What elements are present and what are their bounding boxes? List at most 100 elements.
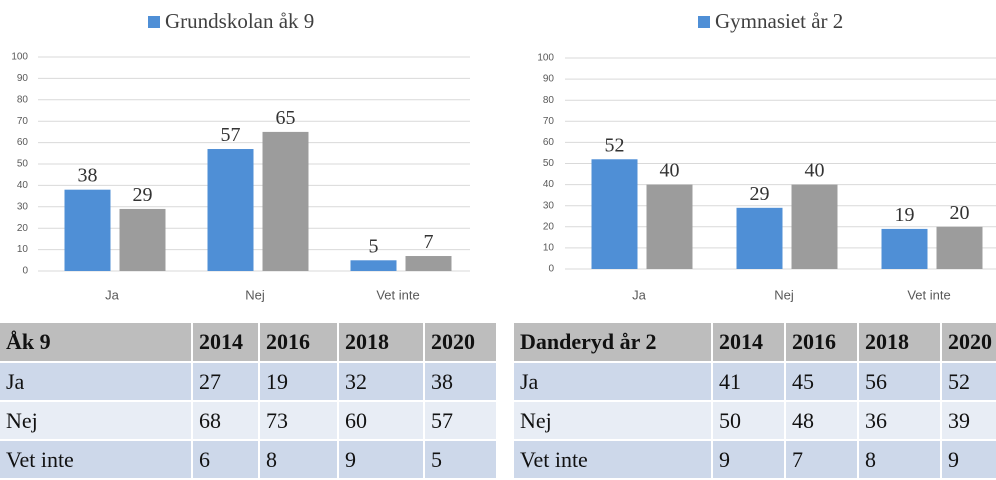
table-cell: 39 [941,401,996,441]
legend-swatch [698,16,710,28]
y-tick-label: 70 [543,116,555,127]
table-cell: 73 [259,401,339,441]
table-cell: Danderyd år 2 [514,323,713,363]
data-label: 40 [660,160,680,182]
table-row: Danderyd år 2 2014 2016 2018 2020 [514,323,996,363]
table-cell: 2016 [785,323,859,363]
y-tick-label: 10 [17,244,29,255]
table-cell: 2014 [192,323,260,363]
y-tick-label: 40 [17,180,29,191]
table-cell: 27 [192,362,260,402]
table-row: Nej 68 73 60 57 [0,401,498,441]
y-tick-label: 50 [17,159,29,170]
table-cell: 45 [785,362,859,402]
y-tick-label: 100 [537,53,554,64]
bar [64,189,111,271]
x-tick-label: Vet inte [376,287,419,302]
bar [405,256,452,271]
table-cell: 2016 [259,323,339,363]
table-cell: 38 [424,362,498,402]
y-tick-label: 100 [11,52,28,63]
table-row: Ja 27 19 32 38 [0,362,498,402]
data-label: 29 [133,184,153,206]
data-label: 57 [221,124,241,146]
table-cell: 2020 [424,323,498,363]
y-tick-label: 80 [17,94,29,105]
table-cell: 2014 [712,323,786,363]
table-cell: 19 [259,362,339,402]
y-tick-label: 50 [543,158,555,169]
y-tick-label: 70 [17,116,29,127]
bar [591,159,638,269]
charts: 0 10 20 30 40 50 60 70 80 90 100 Grundskolan åk 9 Ja… [11,9,996,302]
table-row: Vet inte 9 7 8 9 [514,440,996,480]
table-cell: 48 [785,401,859,441]
bar [791,184,838,269]
table-cell: 57 [424,401,498,441]
y-tick-label: 0 [548,264,554,275]
bar [646,184,693,269]
table-cell: 9 [941,440,996,480]
table-cell: 2018 [858,323,942,363]
bar [936,226,983,269]
table-cell: 5 [424,440,498,480]
y-tick-label: 40 [543,179,555,190]
table-cell: Nej [0,401,193,441]
bar [119,208,166,271]
table-row: Ja 41 45 56 52 [514,362,996,402]
y-tick-label: 60 [17,137,29,148]
y-tick-label: 60 [543,137,555,148]
x-tick-label: Ja [632,287,647,302]
table-cell: Nej [514,401,713,441]
bar [350,260,397,271]
table-row: Åk 9 2014 2016 2018 2020 [0,323,498,363]
data-label: 52 [605,134,625,156]
table-cell: 9 [712,440,786,480]
table: Åk 9 2014 2016 2018 2020 Ja 27 19 32 38 Nej 68 73 60 5… [0,323,498,480]
table-cell: 2020 [941,323,996,363]
legend-swatch [148,16,160,28]
table-cell: 8 [858,440,942,480]
legend-label: Grundskolan åk 9 [165,9,314,33]
table-cell: 32 [338,362,425,402]
table-cell: 56 [858,362,942,402]
table-cell: 9 [338,440,425,480]
table-cell: Åk 9 [0,323,193,363]
legend-label: Gymnasiet år 2 [715,9,843,33]
table-cell: 52 [941,362,996,402]
x-tick-label: Nej [774,287,794,302]
table-cell: 68 [192,401,260,441]
data-label: 19 [895,204,915,226]
table-cell: 60 [338,401,425,441]
table-cell: 7 [785,440,859,480]
table-cell: 6 [192,440,260,480]
table-row: Vet inte 6 8 9 5 [0,440,498,480]
data-label: 5 [369,235,379,257]
table-cell: Ja [0,362,193,402]
data-label: 7 [424,231,434,253]
y-tick-label: 30 [543,200,555,211]
y-tick-label: 20 [543,221,555,232]
bar [207,149,254,271]
y-tick-label: 90 [543,74,555,85]
table: Danderyd år 2 2014 2016 2018 2020 Ja 41 45 56 52 N… [514,323,996,480]
bar [262,131,309,271]
y-tick-label: 30 [17,201,29,212]
table-cell: Vet inte [0,440,193,480]
table-cell: 2018 [338,323,425,363]
y-tick-label: 10 [543,243,555,254]
table-cell: 50 [712,401,786,441]
y-tick-label: 20 [17,223,29,234]
bar [736,207,783,269]
table-cell: 41 [712,362,786,402]
y-tick-label: 80 [543,95,555,106]
y-tick-label: 90 [17,73,29,84]
table-cell: Vet inte [514,440,713,480]
data-label: 29 [750,183,770,205]
data-label: 20 [950,202,970,224]
data-label: 40 [805,160,825,182]
bar [881,228,928,269]
x-tick-label: Nej [245,287,265,302]
x-tick-label: Ja [105,287,120,302]
